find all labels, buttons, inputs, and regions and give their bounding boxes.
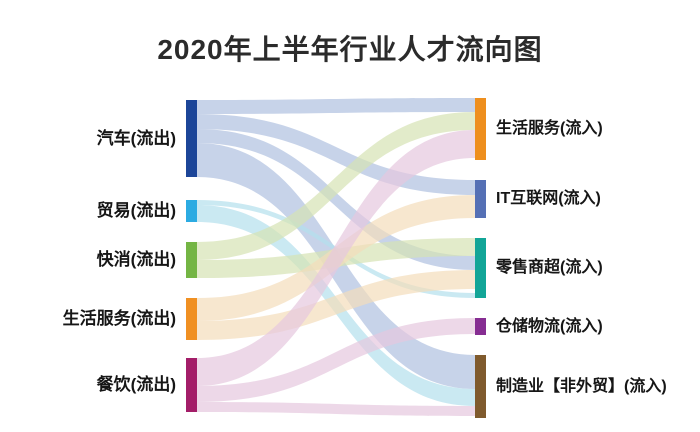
node-it-hulianwang xyxy=(475,180,486,218)
flow-canyin-to-cangchu-wuliu xyxy=(197,318,475,402)
node-zhizaoye xyxy=(475,355,486,418)
chart-title: 2020年上半年行业人才流向图 xyxy=(157,34,543,65)
flow-qiche-to-shenghuo-fuwu-in xyxy=(197,98,475,114)
flow-kuaixiao-to-shenghuo-fuwu-in xyxy=(197,112,475,260)
node-qiche xyxy=(186,100,197,177)
flow-qiche-to-lingshou-shangchao xyxy=(197,129,475,270)
flow-shenghuo-fuwu-out-to-lingshou-shangchao xyxy=(197,270,475,340)
node-cangchu-wuliu xyxy=(475,318,486,335)
node-shenghuo-fuwu-in xyxy=(475,98,486,160)
node-lingshou-shangchao xyxy=(475,238,486,298)
node-maoyi xyxy=(186,200,197,222)
flow-canyin-to-zhizaoye xyxy=(197,402,475,416)
node-kuaixiao xyxy=(186,242,197,278)
node-shenghuo-fuwu-out xyxy=(186,298,197,340)
node-canyin xyxy=(186,358,197,412)
flow-canyin-to-shenghuo-fuwu-in xyxy=(197,130,475,386)
